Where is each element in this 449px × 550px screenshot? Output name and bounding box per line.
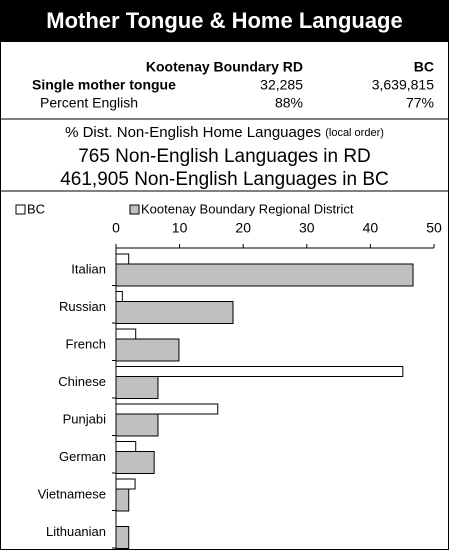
summary-line: 461,905 Non-English Languages in BC xyxy=(60,169,389,190)
x-tick-label: 10 xyxy=(172,220,188,236)
y-tick-label: French xyxy=(66,336,106,351)
y-tick-label: Punjabi xyxy=(63,411,106,426)
y-tick-label: Chinese xyxy=(58,374,106,389)
summary-line: 765 Non-English Languages in RD xyxy=(78,146,371,167)
heading-note: (local order) xyxy=(325,127,384,139)
heading: % Dist. Non-English Home Languages xyxy=(65,124,321,141)
bar xyxy=(115,441,137,452)
title-bar xyxy=(0,0,449,42)
bar xyxy=(115,301,234,324)
bar xyxy=(115,263,414,287)
x-tick-label: 20 xyxy=(235,220,251,236)
summary-heading: % Dist. Non-English Home Languages (loca… xyxy=(65,124,384,141)
x-tick-label: 50 xyxy=(426,220,442,236)
bar xyxy=(115,328,137,340)
bar xyxy=(115,488,130,512)
x-tick-label: 40 xyxy=(363,220,379,236)
bar xyxy=(115,403,219,415)
legend-swatch xyxy=(15,204,26,215)
y-tick-label: Italian xyxy=(71,261,106,276)
x-tick-label: 30 xyxy=(299,220,315,236)
title: Mother Tongue & Home Language xyxy=(46,8,402,33)
bar xyxy=(115,253,130,265)
y-tick-label: Lithuanian xyxy=(46,524,106,539)
bar xyxy=(115,376,159,399)
x-tick-label: 0 xyxy=(112,220,120,236)
column-header: BC xyxy=(414,59,434,75)
bar xyxy=(115,291,123,302)
y-tick-label: Russian xyxy=(59,299,106,314)
cell: 32,285 xyxy=(260,77,303,93)
legend-label: Kootenay Boundary Regional District xyxy=(141,201,354,216)
bar xyxy=(115,338,180,362)
bar xyxy=(115,451,155,474)
y-tick-label: Vietnamese xyxy=(38,486,106,501)
bar xyxy=(115,366,404,377)
y-tick-label: German xyxy=(59,449,106,464)
column-header: Kootenay Boundary RD xyxy=(146,59,303,75)
legend-label: BC xyxy=(27,201,45,216)
bar xyxy=(115,526,130,549)
row-label: Single mother tongue xyxy=(32,77,176,93)
cell: 3,639,815 xyxy=(372,77,434,93)
bar xyxy=(115,413,159,437)
cell: 88% xyxy=(275,95,303,111)
row-label: Percent English xyxy=(40,95,138,111)
legend-swatch xyxy=(129,204,140,215)
cell: 77% xyxy=(406,95,434,111)
bar xyxy=(115,478,136,490)
